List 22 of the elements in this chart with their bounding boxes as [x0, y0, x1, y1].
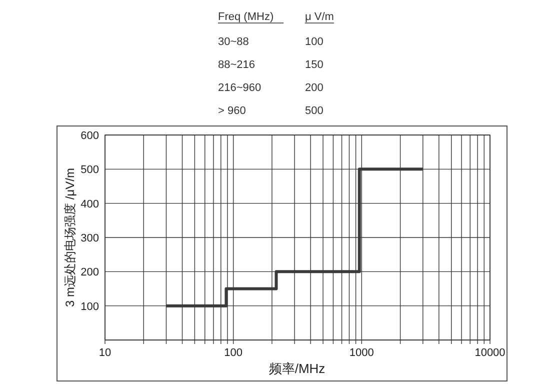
y-tick-label: 300 — [80, 232, 99, 244]
text: 30~88 — [218, 36, 249, 48]
text: Freq (MHz) — [218, 11, 274, 23]
text: 500 — [305, 105, 324, 117]
x-tick-label: 1000 — [349, 347, 374, 359]
y-axis-title: 3 m远处的电场强度 /μV/m — [63, 168, 77, 307]
y-tick-label: 500 — [80, 164, 99, 176]
text: 216~960 — [218, 82, 262, 94]
text: 150 — [305, 59, 324, 71]
text: 100 — [305, 36, 324, 48]
x-tick-label: 10 — [98, 347, 112, 359]
text: > 960 — [218, 105, 246, 117]
x-axis-title: 频率/MHz — [268, 361, 326, 376]
text: 88~216 — [218, 59, 256, 71]
y-tick-label: 200 — [80, 266, 99, 279]
text: 200 — [305, 82, 324, 94]
y-tick-label: 400 — [80, 198, 99, 210]
x-tick-label: 10000 — [474, 347, 506, 359]
y-tick-label: 100 — [80, 300, 99, 313]
x-tick-label: 100 — [224, 347, 243, 359]
y-tick-label: 600 — [80, 130, 99, 142]
text: μ V/m — [305, 11, 334, 23]
